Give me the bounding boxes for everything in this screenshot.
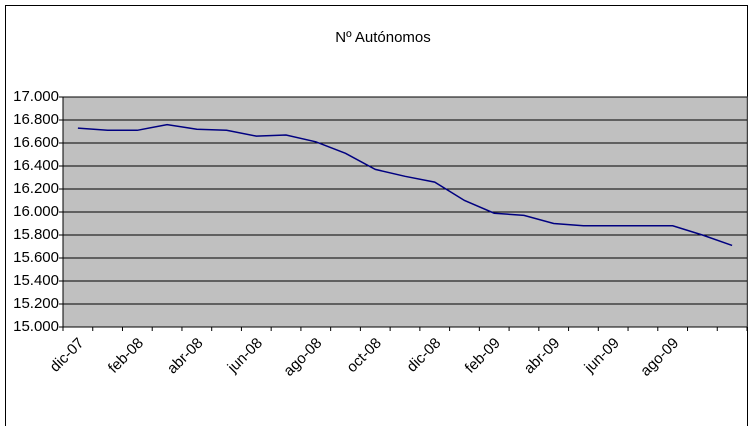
y-tick-label: 15.400 bbox=[13, 272, 59, 289]
y-tick-label: 15.600 bbox=[13, 249, 59, 266]
y-tick-label: 16.600 bbox=[13, 134, 59, 151]
data-line bbox=[77, 123, 733, 247]
y-tick-label: 16.400 bbox=[13, 157, 59, 174]
y-tick-label: 16.800 bbox=[13, 111, 59, 128]
y-tick-label: 16.000 bbox=[13, 203, 59, 220]
y-tick-label: 15.000 bbox=[13, 318, 59, 335]
y-tick-label: 16.200 bbox=[13, 180, 59, 197]
chart-title: Nº Autónomos bbox=[335, 29, 431, 46]
y-tick-label: 15.800 bbox=[13, 226, 59, 243]
y-tick-label: 15.200 bbox=[13, 295, 59, 312]
y-tick-label: 17.000 bbox=[13, 88, 59, 105]
